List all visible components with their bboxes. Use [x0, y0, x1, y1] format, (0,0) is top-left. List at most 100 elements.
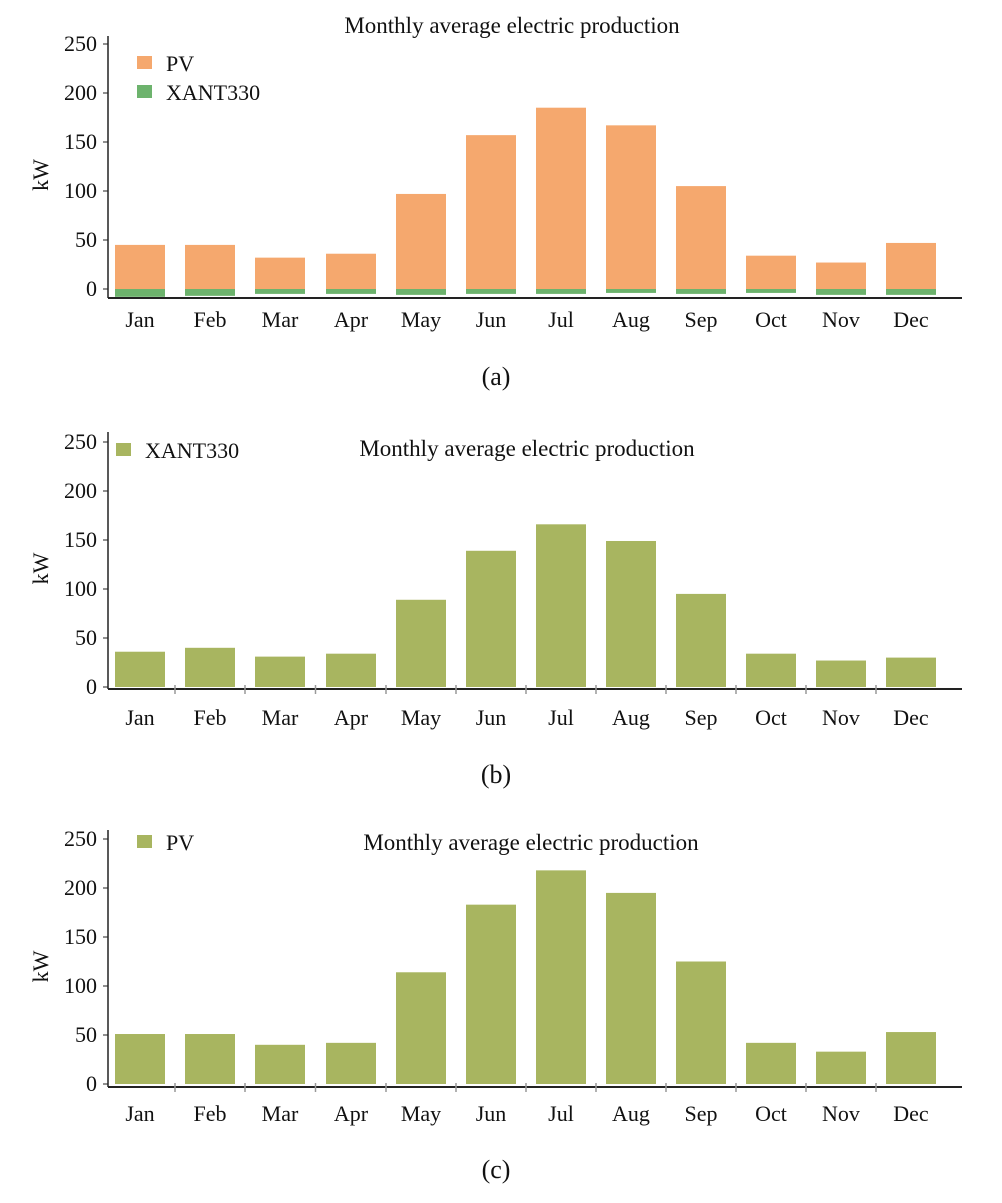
x-tick-label: Sep — [685, 1101, 718, 1126]
bar-pv-sep — [676, 186, 726, 289]
bar-xant330-may — [396, 599, 446, 687]
bar-xant330-nov — [816, 660, 866, 687]
chart-title: Monthly average electric production — [344, 13, 680, 38]
bar-pv-dec — [886, 1032, 936, 1084]
bar-xant330-apr — [326, 289, 376, 294]
x-tick-label: Apr — [334, 705, 369, 730]
y-tick-label: 150 — [64, 924, 97, 949]
bar-xant330-feb — [185, 289, 235, 296]
legend-label: PV — [166, 830, 194, 855]
bar-xant330-aug — [606, 540, 656, 687]
x-tick-label: Jan — [125, 307, 154, 332]
bar-xant330-oct — [746, 653, 796, 687]
bar-xant330-jan — [115, 289, 165, 297]
bar-pv-may — [396, 193, 446, 289]
y-tick-label: 200 — [64, 875, 97, 900]
x-tick-label: Feb — [194, 307, 227, 332]
x-tick-label: Dec — [893, 307, 929, 332]
x-tick-label: Oct — [755, 307, 787, 332]
chart-title: Monthly average electric production — [359, 436, 695, 461]
bar-pv-sep — [676, 961, 726, 1084]
y-axis-label: kW — [28, 552, 53, 584]
x-tick-label: Nov — [822, 1101, 860, 1126]
bar-xant330-dec — [886, 657, 936, 687]
x-tick-label: Jan — [125, 705, 154, 730]
y-tick-label: 100 — [64, 576, 97, 601]
y-tick-label: 150 — [64, 129, 97, 154]
x-tick-label: Apr — [334, 1101, 369, 1126]
bar-pv-jul — [536, 107, 586, 289]
bar-pv-may — [396, 972, 446, 1084]
legend-swatch-pv — [137, 56, 152, 69]
bar-pv-mar — [255, 1044, 305, 1084]
y-tick-label: 200 — [64, 80, 97, 105]
x-tick-label: Mar — [262, 307, 299, 332]
y-tick-label: 50 — [75, 227, 97, 252]
x-tick-label: May — [401, 1101, 441, 1126]
bar-pv-apr — [326, 253, 376, 289]
bar-xant330-aug — [606, 289, 656, 293]
bar-pv-aug — [606, 892, 656, 1084]
bar-pv-aug — [606, 125, 656, 289]
x-tick-label: Apr — [334, 307, 369, 332]
x-tick-label: Feb — [194, 705, 227, 730]
bar-pv-nov — [816, 1051, 866, 1084]
bar-xant330-jan — [115, 651, 165, 687]
y-tick-label: 0 — [86, 1071, 97, 1096]
bar-pv-jan — [115, 1034, 165, 1084]
chart-panel-b: Monthly average electric production 250 20… — [28, 429, 962, 789]
x-tick-label: May — [401, 307, 441, 332]
x-tick-label: Aug — [612, 1101, 650, 1126]
x-tick-label: Jul — [548, 705, 574, 730]
x-tick-label: Jun — [476, 307, 507, 332]
bar-pv-feb — [185, 1034, 235, 1084]
bar-pv-feb — [185, 244, 235, 289]
x-tick-label: Aug — [612, 705, 650, 730]
bar-pv-jun — [466, 904, 516, 1084]
bar-pv-apr — [326, 1042, 376, 1084]
y-tick-label: 0 — [86, 674, 97, 699]
bar-pv-oct — [746, 1042, 796, 1084]
bar-xant330-jun — [466, 550, 516, 687]
bar-xant330-jun — [466, 289, 516, 294]
x-tick-label: Jul — [548, 1101, 574, 1126]
y-tick-label: 150 — [64, 527, 97, 552]
y-axis-label: kW — [28, 159, 53, 191]
bar-pv-nov — [816, 262, 866, 289]
bar-xant330-nov — [816, 289, 866, 295]
legend-swatch-xant330 — [137, 85, 152, 98]
bar-xant330-jul — [536, 524, 586, 687]
y-tick-label: 200 — [64, 478, 97, 503]
x-tick-label: Jul — [548, 307, 574, 332]
chart-panel-a: Monthly average electric production 250 20… — [28, 13, 962, 391]
bar-pv-dec — [886, 242, 936, 289]
chart-panel-c: Monthly average electric production 250 20… — [28, 826, 962, 1184]
y-tick-label: 250 — [64, 31, 97, 56]
bar-xant330-mar — [255, 289, 305, 294]
x-tick-label: Jan — [125, 1101, 154, 1126]
bar-xant330-oct — [746, 289, 796, 293]
x-tick-label: Nov — [822, 307, 860, 332]
x-tick-label: Sep — [685, 307, 718, 332]
x-tick-label: Feb — [194, 1101, 227, 1126]
bar-xant330-may — [396, 289, 446, 295]
y-axis-label: kW — [28, 950, 53, 982]
legend-swatch-pv — [137, 835, 152, 848]
legend-swatch-xant330 — [116, 443, 131, 456]
y-tick-label: 100 — [64, 178, 97, 203]
legend-label: PV — [166, 51, 194, 76]
y-tick-label: 100 — [64, 973, 97, 998]
bar-xant330-dec — [886, 289, 936, 295]
chart-title: Monthly average electric production — [363, 830, 699, 855]
bar-pv-oct — [746, 255, 796, 289]
bar-xant330-sep — [676, 289, 726, 294]
x-tick-label: Oct — [755, 705, 787, 730]
x-tick-label: Jun — [476, 1101, 507, 1126]
y-tick-label: 250 — [64, 826, 97, 851]
x-tick-label: Oct — [755, 1101, 787, 1126]
bar-xant330-mar — [255, 656, 305, 687]
x-tick-label: Jun — [476, 705, 507, 730]
figure-caption: (a) — [482, 362, 511, 391]
x-tick-label: Nov — [822, 705, 860, 730]
